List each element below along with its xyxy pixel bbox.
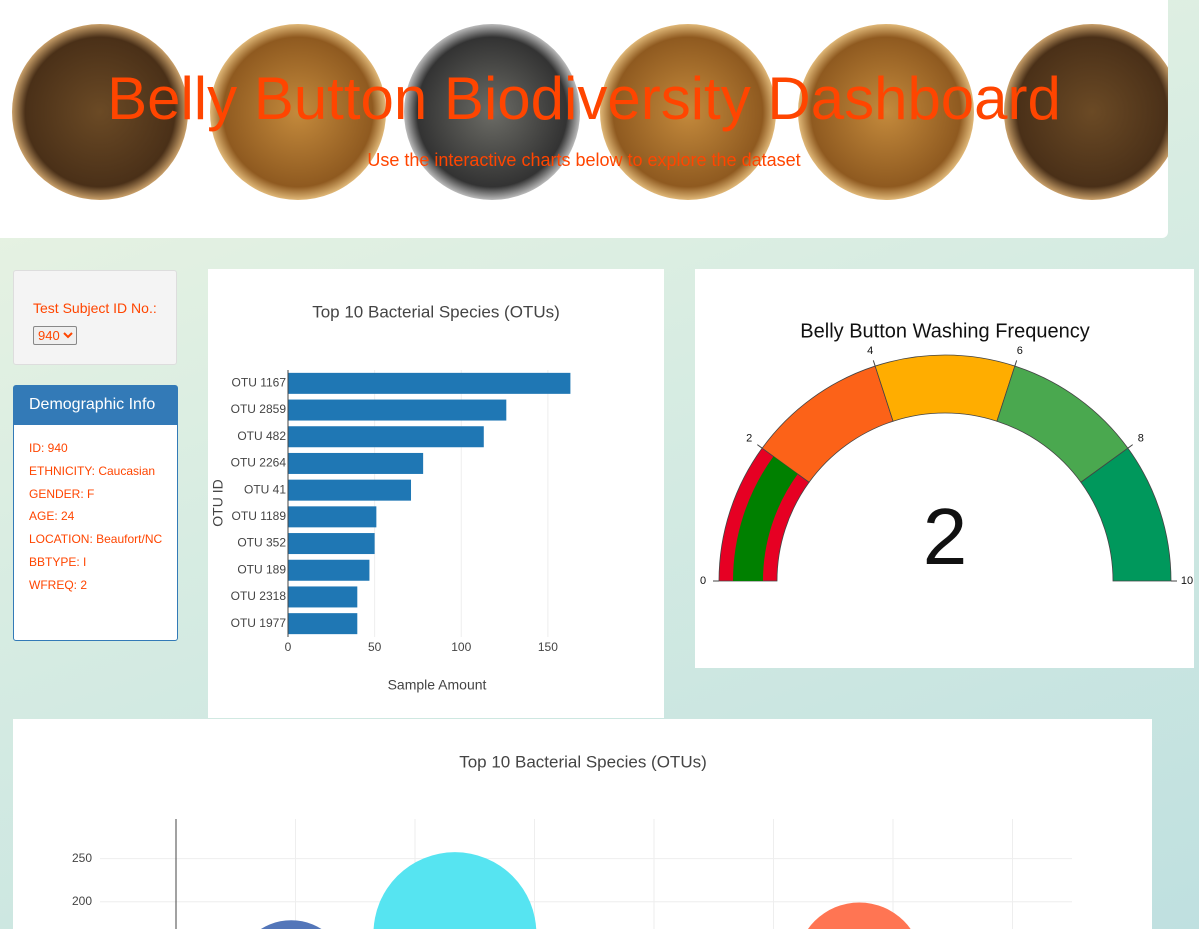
demographic-item: ID: 940: [29, 441, 68, 455]
y-tick-label: OTU 1189: [232, 509, 287, 523]
chart-title: Top 10 Bacterial Species (OTUs): [312, 302, 560, 321]
bar: [288, 479, 412, 501]
dish: [1004, 24, 1168, 200]
bubble-chart: Top 10 Bacterial Species (OTUs) 200 250: [72, 752, 1072, 929]
demographic-item: LOCATION: Beaufort/NC: [29, 532, 163, 547]
gauge-tick-label: 0: [700, 575, 706, 587]
selector-label: Test Subject ID No.:: [33, 300, 157, 316]
x-tick-label: 100: [451, 640, 471, 654]
gauge-tick: [1014, 360, 1018, 367]
y-tick-label: OTU 1167: [232, 376, 287, 390]
gauge-tick-label: 2: [746, 433, 752, 445]
x-axis-label: Sample Amount: [388, 677, 487, 693]
dish: [798, 24, 974, 200]
bubble: [260, 920, 322, 929]
chart-title: Top 10 Bacterial Species (OTUs): [459, 752, 707, 771]
demographic-panel: Demographic Info ID: 940 ETHNICITY: Cauca…: [13, 385, 178, 641]
bubble: [807, 902, 911, 929]
gauge-card: Belly Button Washing Frequency 0 2 4 6 8 10 2: [695, 269, 1194, 668]
bar: [288, 426, 484, 448]
petri-dish-banner: [12, 24, 1168, 200]
y-tick-label: OTU 2318: [231, 589, 287, 603]
bubble: [373, 852, 537, 929]
bar: [288, 533, 375, 555]
bar: [288, 399, 507, 421]
header: Belly Button Biodiversity Dashboard Use …: [0, 0, 1168, 238]
y-tick-label: OTU 482: [237, 429, 286, 443]
bubble-card: Top 10 Bacterial Species (OTUs) 200 250: [13, 719, 1152, 929]
x-tick-label: 150: [538, 640, 558, 654]
gauge-tick-label: 6: [1017, 345, 1023, 357]
y-tick-label: OTU 2859: [231, 402, 287, 416]
y-tick-label: OTU 352: [237, 536, 286, 550]
gauge-bar: [733, 456, 798, 581]
bar: [288, 506, 377, 528]
y-tick-label: OTU 41: [244, 482, 286, 496]
bar-chart: Top 10 Bacterial Species (OTUs) 0 50 100 150…: [210, 302, 571, 693]
chart-title: Belly Button Washing Frequency: [800, 320, 1089, 342]
demographic-item: GENDER: F: [29, 486, 95, 501]
x-tick-label: 50: [368, 640, 382, 654]
demographic-item: ETHNICITY: Caucasian: [29, 463, 156, 478]
panel-title: Demographic Info: [14, 386, 177, 425]
y-tick-label: OTU 189: [237, 562, 286, 576]
y-axis-label: OTU ID: [210, 479, 226, 526]
bar: [288, 452, 424, 474]
gauge-tick-label: 4: [867, 345, 873, 357]
demographic-item: WFREQ: 2: [29, 577, 88, 592]
dish: [210, 24, 386, 200]
bar: [288, 559, 370, 581]
page-title: Belly Button Biodiversity Dashboard: [107, 65, 1061, 132]
dish: [600, 24, 776, 200]
y-tick-label: 200: [72, 894, 92, 908]
subject-selector: Test Subject ID No.: 940: [13, 270, 177, 365]
demographic-item: AGE: 24: [29, 509, 75, 524]
bar: [288, 372, 571, 394]
x-tick-label: 0: [285, 640, 292, 654]
demographic-item: BBTYPE: I: [29, 554, 87, 569]
bar-card: Top 10 Bacterial Species (OTUs) 0 50 100 150…: [208, 269, 664, 718]
y-tick-label: OTU 1977: [231, 616, 287, 630]
y-tick-label: 250: [72, 851, 92, 865]
page-subtitle: Use the interactive charts below to expl…: [367, 150, 801, 170]
y-tick-label: OTU 2264: [231, 456, 287, 470]
gauge-tick: [757, 444, 763, 449]
gauge-value: 2: [923, 492, 968, 581]
gauge-chart: Belly Button Washing Frequency 0 2 4 6 8 10 2: [700, 320, 1193, 587]
gauge-tick: [872, 360, 876, 367]
dish: [404, 24, 580, 200]
bar: [288, 586, 358, 608]
bar: [288, 613, 358, 635]
gauge-tick: [1127, 444, 1133, 449]
gauge-tick-label: 10: [1181, 575, 1193, 587]
gauge-step: [874, 354, 1016, 422]
dish: [12, 24, 188, 200]
gauge-tick-label: 8: [1138, 433, 1144, 445]
subject-dropdown[interactable]: 940: [33, 326, 77, 345]
demographic-list: ID: 940 ETHNICITY: Caucasian GENDER: F AGE:…: [14, 425, 177, 593]
